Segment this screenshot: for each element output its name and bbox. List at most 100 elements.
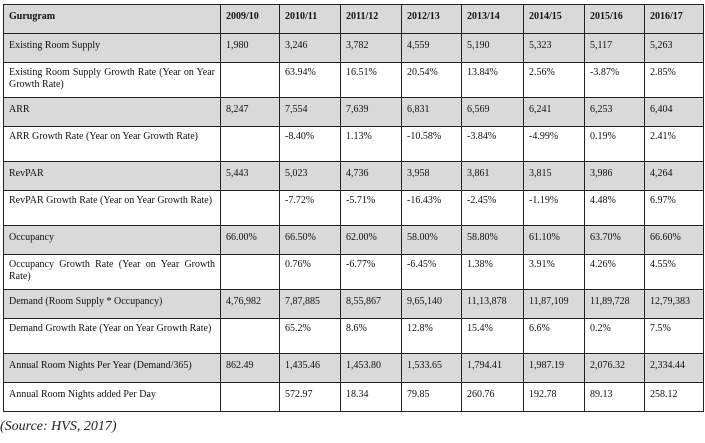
table-cell: 5,323 — [523, 33, 585, 63]
row-label: Annual Room Nights added Per Day — [3, 382, 221, 412]
table-cell: -5.71% — [340, 190, 402, 226]
table-cell: 4.48% — [584, 190, 645, 226]
table-cell: 13.84% — [461, 62, 524, 98]
table-cell: 5,117 — [584, 33, 645, 63]
table-cell: 1,794.41 — [461, 353, 524, 383]
table-cell: 8.6% — [340, 318, 402, 354]
table-cell: 0.76% — [279, 254, 341, 290]
table-cell: 260.76 — [461, 382, 524, 412]
table-cell: -16.43% — [401, 190, 462, 226]
row-label: ARR — [3, 97, 221, 127]
table-row: ARR 8,247 7,554 7,639 6,831 6,569 6,241 6,253 6,… — [3, 97, 704, 127]
table-cell: 18.34 — [340, 382, 402, 412]
table-cell: 12.8% — [401, 318, 462, 354]
table-cell: 3,861 — [461, 161, 524, 191]
table-cell: 6,241 — [523, 97, 585, 127]
source-caption: (Source: HVS, 2017) — [0, 419, 117, 434]
table-cell — [220, 318, 280, 354]
row-label: Demand (Room Supply * Occupancy) — [3, 289, 221, 319]
row-label: Occupancy — [3, 225, 221, 255]
table-cell: 65.2% — [279, 318, 341, 354]
table-cell: 9,65,140 — [401, 289, 462, 319]
header-cell-year: 2016/17 — [644, 4, 704, 34]
table-cell: 2,076.32 — [584, 353, 645, 383]
table-row: Annual Room Nights Per Year (Demand/365)… — [3, 353, 704, 383]
table-cell: -6.45% — [401, 254, 462, 290]
header-cell-year: 2013/14 — [461, 4, 524, 34]
table-cell: 79.85 — [401, 382, 462, 412]
table-cell: 66.50% — [279, 225, 341, 255]
table-cell: 7,639 — [340, 97, 402, 127]
table-row: RevPAR Growth Rate (Year on Year Growth … — [3, 190, 704, 226]
table-cell: 6,253 — [584, 97, 645, 127]
header-cell-year: 2011/12 — [340, 4, 402, 34]
table-cell: 3,246 — [279, 33, 341, 63]
table-row: Demand (Room Supply * Occupancy) 4,76,982… — [3, 289, 704, 319]
table-cell: 5,023 — [279, 161, 341, 191]
table-cell: -2.45% — [461, 190, 524, 226]
table-cell: 11,13,878 — [461, 289, 524, 319]
table-cell: 2.56% — [523, 62, 585, 98]
table-cell: 7,87,885 — [279, 289, 341, 319]
table-cell: 62.00% — [340, 225, 402, 255]
table-cell: 4,76,982 — [220, 289, 280, 319]
table-cell: 1.13% — [340, 126, 402, 162]
table-cell: 0.19% — [584, 126, 645, 162]
row-label: Existing Room Supply Growth Rate (Year o… — [3, 62, 221, 98]
table-cell: -6.77% — [340, 254, 402, 290]
header-cell-year: 2012/13 — [401, 4, 462, 34]
table-cell: 16.51% — [340, 62, 402, 98]
table-cell: 4.26% — [584, 254, 645, 290]
header-cell-year: 2009/10 — [220, 4, 280, 34]
table-cell: -1.19% — [523, 190, 585, 226]
table-cell: 1,987.19 — [523, 353, 585, 383]
table-cell: 7,554 — [279, 97, 341, 127]
table-cell: 5,263 — [644, 33, 704, 63]
table-cell: 66.60% — [644, 225, 704, 255]
table-cell: 11,87,109 — [523, 289, 585, 319]
header-cell-year: 2014/15 — [523, 4, 585, 34]
table-cell: -4.99% — [523, 126, 585, 162]
table-cell: 89.13 — [584, 382, 645, 412]
table-row: Occupancy 66.00% 66.50% 62.00% 58.00% 58.80% 6… — [3, 225, 704, 255]
table-cell: 3,782 — [340, 33, 402, 63]
header-cell-year: 2010/11 — [279, 4, 341, 34]
table-cell: 63.70% — [584, 225, 645, 255]
table-cell: -3.84% — [461, 126, 524, 162]
table-cell: 66.00% — [220, 225, 280, 255]
table-cell: 6,404 — [644, 97, 704, 127]
table-cell: 8,55,867 — [340, 289, 402, 319]
header-cell-year: 2015/16 — [584, 4, 645, 34]
hotel-market-table: Gurugram 2009/10 2010/11 2011/12 2012/13 2013… — [3, 4, 704, 412]
table-cell: 5,190 — [461, 33, 524, 63]
table-cell — [220, 382, 280, 412]
row-label: Existing Room Supply — [3, 33, 221, 63]
table-cell: 1.38% — [461, 254, 524, 290]
table-cell: 4.55% — [644, 254, 704, 290]
table-row: RevPAR 5,443 5,023 4,736 3,958 3,861 3,815 3,98… — [3, 161, 704, 191]
table-cell: 1,980 — [220, 33, 280, 63]
table-cell: 3,815 — [523, 161, 585, 191]
row-label: Demand Growth Rate (Year on Year Growth … — [3, 318, 221, 354]
table-cell: 58.80% — [461, 225, 524, 255]
header-row: Gurugram 2009/10 2010/11 2011/12 2012/13 2013… — [3, 4, 704, 34]
table-cell: -8.40% — [279, 126, 341, 162]
table-cell: 3,986 — [584, 161, 645, 191]
table-cell: 5,443 — [220, 161, 280, 191]
table-cell: 12,79,383 — [644, 289, 704, 319]
table-cell: 6,569 — [461, 97, 524, 127]
table-cell: 3.91% — [523, 254, 585, 290]
header-cell-location: Gurugram — [3, 4, 221, 34]
table-cell: 1,453.80 — [340, 353, 402, 383]
table-container: Gurugram 2009/10 2010/11 2011/12 2012/13 2013… — [3, 4, 704, 412]
table-row: Occupancy Growth Rate (Year on Year Grow… — [3, 254, 704, 290]
table-cell: 2,334.44 — [644, 353, 704, 383]
table-cell: 15.4% — [461, 318, 524, 354]
table-cell: -3.87% — [584, 62, 645, 98]
table-cell — [220, 126, 280, 162]
table-cell: 63.94% — [279, 62, 341, 98]
row-label: ARR Growth Rate (Year on Year Growth Rat… — [3, 126, 221, 162]
row-label: Annual Room Nights Per Year (Demand/365) — [3, 353, 221, 383]
table-cell: -10.58% — [401, 126, 462, 162]
table-cell: 61.10% — [523, 225, 585, 255]
